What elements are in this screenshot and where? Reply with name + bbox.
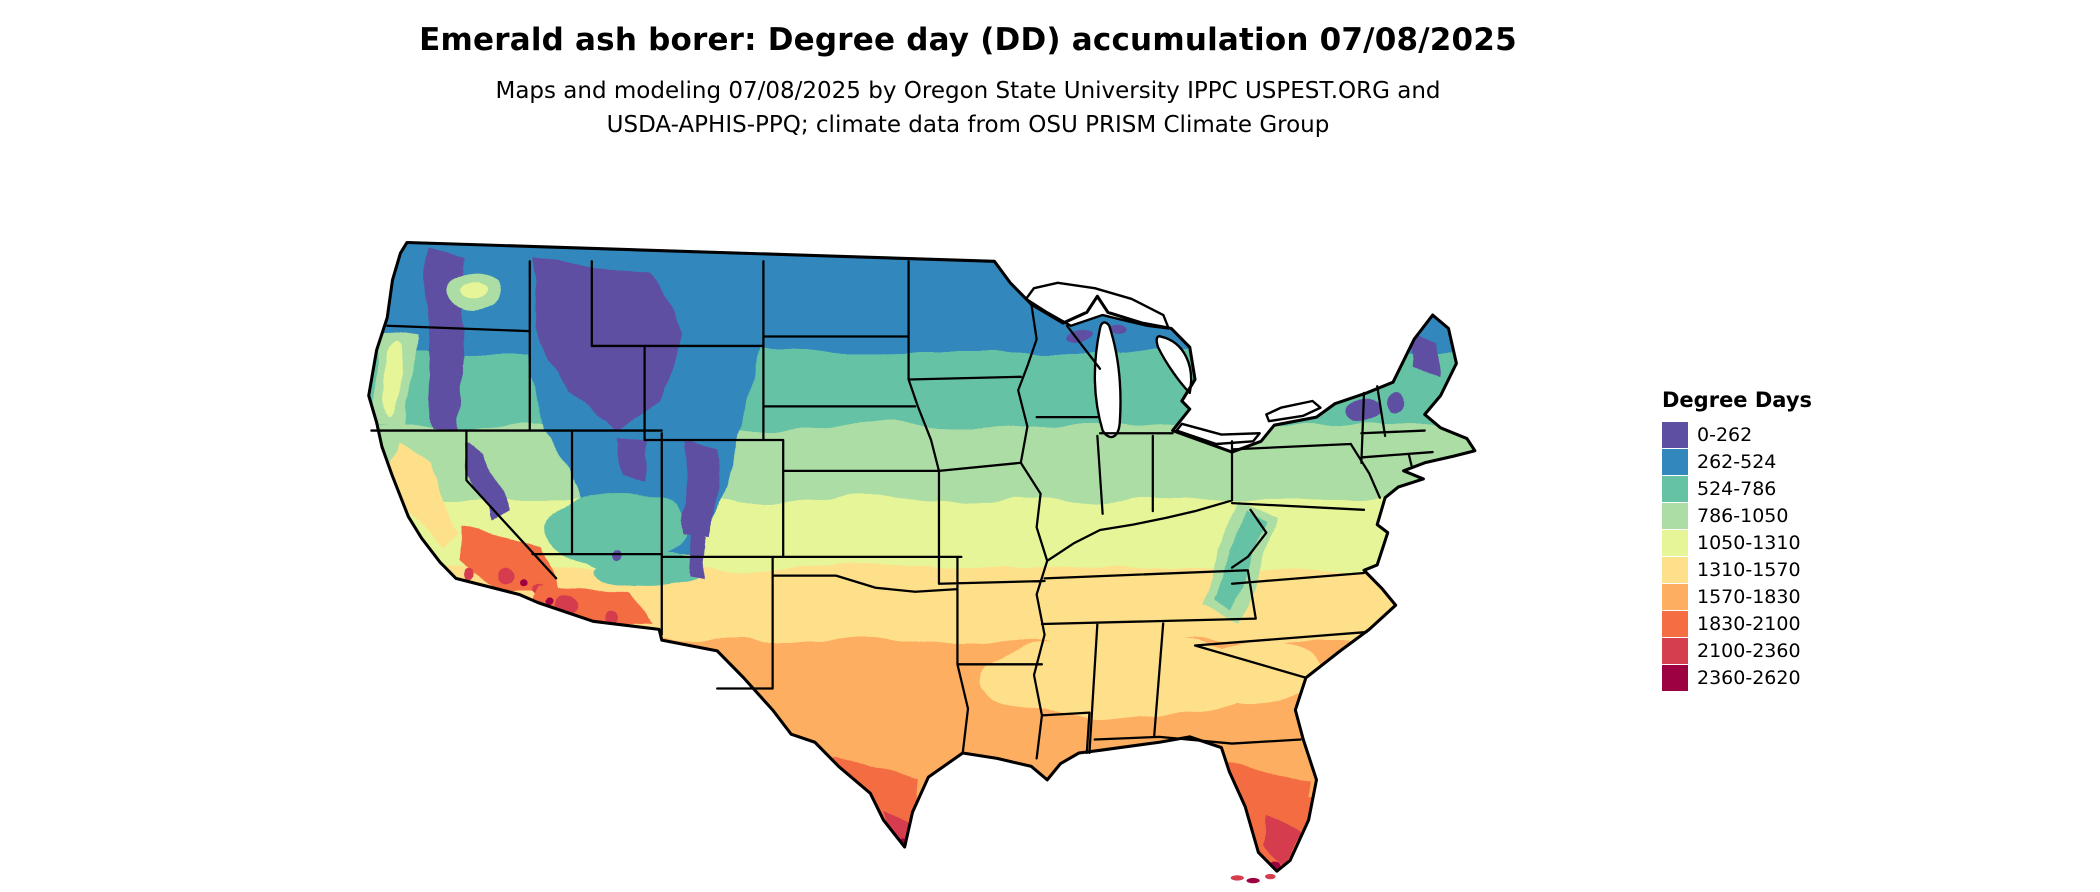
legend-swatch xyxy=(1662,637,1688,664)
florida-keys xyxy=(1230,873,1276,884)
legend-swatch xyxy=(1662,421,1688,448)
header: Emerald ash borer: Degree day (DD) accum… xyxy=(0,22,1936,142)
legend-row: 1050-1310 xyxy=(1662,529,1812,556)
legend-label: 0-262 xyxy=(1697,423,1753,446)
us-degree-day-map xyxy=(308,178,1628,890)
legend-label: 1570-1830 xyxy=(1697,585,1801,608)
lake-erie xyxy=(1175,422,1261,446)
legend-row: 1310-1570 xyxy=(1662,556,1812,583)
legend-row: 524-786 xyxy=(1662,475,1812,502)
legend-swatch xyxy=(1662,556,1688,583)
legend-label: 786-1050 xyxy=(1697,504,1789,527)
legend-swatch xyxy=(1662,502,1688,529)
legend-row: 0-262 xyxy=(1662,421,1812,448)
map-fill-layer xyxy=(368,242,1475,872)
legend-row: 1830-2100 xyxy=(1662,610,1812,637)
legend-label: 2100-2360 xyxy=(1697,639,1801,662)
page-subtitle: Maps and modeling 07/08/2025 by Oregon S… xyxy=(0,74,1936,142)
legend-swatch xyxy=(1662,529,1688,556)
legend-label: 1310-1570 xyxy=(1697,558,1801,581)
legend-label: 2360-2620 xyxy=(1697,666,1801,689)
legend-swatch xyxy=(1662,475,1688,502)
great-lakes xyxy=(1024,281,1322,446)
legend-rows: 0-262 262-524 524-786 786-1050 1050-1310… xyxy=(1662,421,1812,691)
subtitle-line-2: USDA-APHIS-PPQ; climate data from OSU PR… xyxy=(606,112,1330,138)
legend-swatch xyxy=(1662,583,1688,610)
lake-huron xyxy=(1155,335,1193,395)
legend-row: 2100-2360 xyxy=(1662,637,1812,664)
lake-ontario xyxy=(1265,399,1322,423)
legend-label: 1830-2100 xyxy=(1697,612,1801,635)
subtitle-line-1: Maps and modeling 07/08/2025 by Oregon S… xyxy=(495,78,1441,104)
legend-row: 1570-1830 xyxy=(1662,583,1812,610)
legend-row: 2360-2620 xyxy=(1662,664,1812,691)
map-svg xyxy=(367,240,1477,884)
page-title: Emerald ash borer: Degree day (DD) accum… xyxy=(419,22,1517,58)
legend-swatch xyxy=(1662,448,1688,475)
lake-michigan xyxy=(1093,321,1122,439)
legend-swatch xyxy=(1662,610,1688,637)
legend-label: 262-524 xyxy=(1697,450,1777,473)
legend: Degree Days 0-262 262-524 524-786 786-10… xyxy=(1662,388,1812,691)
legend-swatch xyxy=(1662,664,1688,691)
legend-title: Degree Days xyxy=(1662,388,1813,412)
legend-row: 262-524 xyxy=(1662,448,1812,475)
legend-row: 786-1050 xyxy=(1662,502,1812,529)
legend-label: 1050-1310 xyxy=(1697,531,1801,554)
us-outline xyxy=(367,240,1477,873)
legend-label: 524-786 xyxy=(1697,477,1777,500)
